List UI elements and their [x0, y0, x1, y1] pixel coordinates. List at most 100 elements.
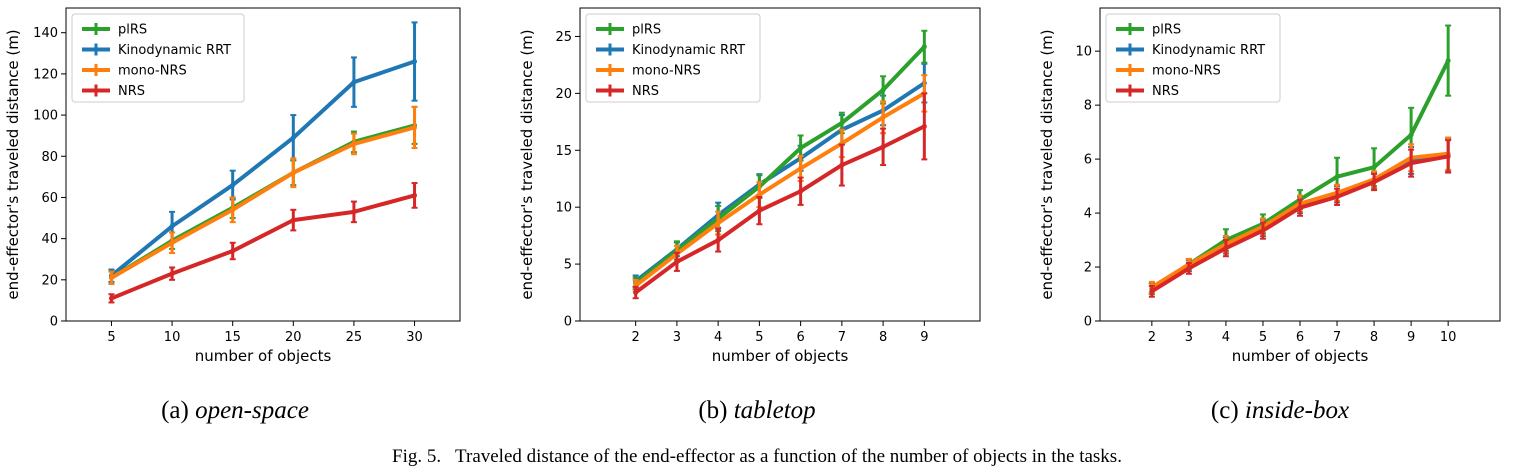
series-mono-nrs — [632, 74, 928, 293]
x-axis-label: number of objects — [195, 347, 332, 365]
y-tick-label: 20 — [555, 87, 572, 102]
series-line — [633, 44, 927, 286]
legend-item: mono-NRS — [596, 64, 701, 79]
legend-item: Kinodynamic RRT — [1116, 43, 1265, 58]
series-line — [633, 91, 927, 288]
data-point — [169, 240, 175, 246]
legend-label: NRS — [118, 84, 145, 99]
x-tick-label: 7 — [1333, 330, 1341, 345]
legend-label: Kinodynamic RRT — [1152, 43, 1265, 58]
data-point — [290, 170, 296, 176]
data-point — [351, 79, 357, 85]
subcaption: (c) inside-box — [1211, 397, 1349, 424]
data-point — [839, 162, 845, 168]
legend-item: plRS — [1116, 23, 1181, 38]
data-point — [169, 271, 175, 277]
data-point — [715, 220, 721, 226]
y-tick-label: 5 — [564, 258, 572, 273]
subcaption: (a) open-space — [161, 397, 309, 424]
y-tick-label: 40 — [41, 232, 58, 247]
legend-label: NRS — [1152, 84, 1179, 99]
data-point — [412, 192, 418, 198]
data-point — [351, 209, 357, 215]
data-point — [674, 259, 680, 265]
x-tick-label: 10 — [1440, 330, 1457, 345]
chart-panel-3: 2 3 4 5 6 7 8 9 10 0 2 4 6 8 10 number of objects end-ef… — [1038, 7, 1501, 424]
series-line — [109, 125, 417, 280]
data-point — [1186, 265, 1192, 271]
subcaption-label: (b) — [698, 397, 733, 424]
x-tick-label: 5 — [1259, 330, 1267, 345]
legend-item: mono-NRS — [82, 64, 187, 79]
subcaption-name: open-space — [195, 397, 309, 424]
series-nrs — [108, 182, 418, 304]
axes-frame — [579, 7, 981, 322]
y-tick-label: 25 — [555, 30, 572, 45]
legend-label: Kinodynamic RRT — [118, 43, 231, 58]
y-axis-label: end-effector's traveled distance (m) — [4, 29, 22, 299]
legend-label: plRS — [632, 23, 661, 38]
legend-label: mono-NRS — [632, 64, 701, 79]
data-point — [1149, 288, 1155, 294]
data-point — [1260, 228, 1266, 234]
series-plrs — [632, 29, 928, 291]
y-tick-label: 120 — [33, 67, 58, 82]
subcaption-label: (a) — [161, 397, 195, 424]
series-line — [109, 59, 417, 278]
subcaption-name: inside-box — [1245, 397, 1349, 424]
data-point — [1445, 153, 1451, 159]
y-tick-label: 6 — [1084, 153, 1092, 168]
x-tick-label: 10 — [164, 330, 181, 345]
series-line — [109, 123, 417, 280]
legend-item: plRS — [596, 23, 661, 38]
x-axis-label: number of objects — [712, 347, 849, 365]
data-point — [1334, 174, 1340, 180]
legend-item: NRS — [82, 84, 145, 99]
legend-box — [585, 13, 761, 103]
x-tick-label: 8 — [879, 330, 887, 345]
data-point — [1223, 245, 1229, 251]
subcaption-name: tabletop — [734, 397, 816, 424]
data-point — [230, 182, 236, 188]
figure-caption: Fig. 5. Traveled distance of the end-eff… — [392, 446, 1122, 467]
data-point — [715, 237, 721, 243]
legend-item: mono-NRS — [1116, 64, 1221, 79]
x-tick-label: 8 — [1370, 330, 1378, 345]
data-point — [756, 208, 762, 214]
x-tick-label: 6 — [1296, 330, 1304, 345]
legend-item: plRS — [82, 23, 147, 38]
y-tick-label: 2 — [1084, 261, 1092, 276]
chart-panel-2: 2 3 4 5 6 7 8 9 0 5 10 15 20 25 number of objects end-e… — [518, 7, 981, 424]
legend-box — [71, 13, 245, 103]
series-mono-nrs — [108, 105, 418, 285]
data-point — [290, 217, 296, 223]
legend-item: Kinodynamic RRT — [596, 43, 745, 58]
subcaption-label: (c) — [1211, 397, 1245, 424]
x-tick-label: 3 — [1185, 330, 1193, 345]
y-tick-label: 0 — [1084, 315, 1092, 330]
x-tick-label: 5 — [107, 330, 115, 345]
legend-label: NRS — [632, 84, 659, 99]
data-point — [1408, 132, 1414, 138]
data-point — [1371, 164, 1377, 170]
data-point — [1445, 58, 1451, 64]
series-line — [1149, 154, 1451, 294]
data-point — [1297, 205, 1303, 211]
x-tick-label: 25 — [346, 330, 363, 345]
x-tick-label: 9 — [920, 330, 928, 345]
legend-label: mono-NRS — [118, 64, 187, 79]
data-point — [880, 87, 886, 93]
series-line — [1149, 151, 1451, 290]
legend-label: mono-NRS — [1152, 64, 1221, 79]
data-point — [412, 59, 418, 65]
x-tick-label: 6 — [796, 330, 804, 345]
legend-label: plRS — [1152, 23, 1181, 38]
data-point — [230, 248, 236, 254]
data-point — [169, 223, 175, 229]
data-point — [633, 290, 639, 296]
y-tick-label: 0 — [50, 315, 58, 330]
legend: plRS Kinodynamic RRT mono-NRS NRS — [71, 13, 245, 103]
series-plrs — [108, 105, 418, 285]
data-point — [798, 145, 804, 151]
